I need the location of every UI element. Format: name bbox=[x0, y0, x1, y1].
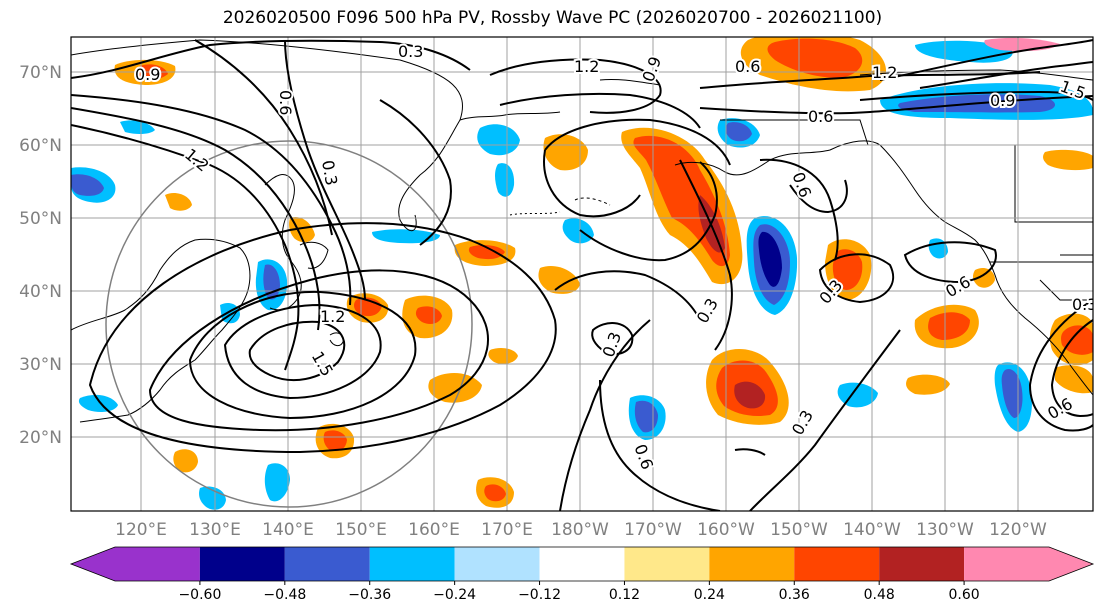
lat-label: 30°N bbox=[19, 355, 62, 375]
lat-label: 20°N bbox=[19, 428, 62, 448]
lon-label: 170°W bbox=[624, 520, 682, 540]
lon-label: 120°E bbox=[115, 520, 167, 540]
lon-label: 130°W bbox=[916, 520, 974, 540]
pv-contours bbox=[71, 39, 1093, 511]
contour-label: 0.3 bbox=[1072, 295, 1097, 314]
lon-label: 140°W bbox=[843, 520, 901, 540]
map-frame bbox=[70, 36, 1094, 512]
graticule bbox=[71, 37, 1093, 511]
colorbar-tick-label: −0.48 bbox=[263, 587, 306, 603]
contour-label: 0.9 bbox=[990, 91, 1015, 110]
colorbar: −0.60 −0.48 −0.36 −0.24 −0.12 0.12 0.24 0.36 0.4… bbox=[69, 546, 1095, 603]
colorbar-segment bbox=[539, 547, 625, 581]
contour-label: 1.2 bbox=[320, 307, 345, 326]
contour-label: 1.2 bbox=[574, 57, 599, 76]
colorbar-outline bbox=[69, 546, 1095, 582]
lat-label: 50°N bbox=[19, 209, 62, 229]
lon-label: 140°E bbox=[262, 520, 314, 540]
coastlines bbox=[71, 39, 1093, 423]
longitude-labels: 120°E 130°E 140°E 150°E 160°E 170°E 180°… bbox=[115, 520, 1047, 540]
contour-label: 1.2 bbox=[872, 63, 897, 82]
lon-label: 150°W bbox=[770, 520, 828, 540]
colorbar-extend-min bbox=[71, 547, 115, 581]
lon-label: 120°W bbox=[989, 520, 1047, 540]
colorbar-tick-label: −0.60 bbox=[178, 587, 221, 603]
colorbar-segment bbox=[794, 547, 880, 581]
colorbar-segment bbox=[199, 547, 285, 581]
colorbar-segment bbox=[709, 547, 795, 581]
contour-label: 0.6 bbox=[276, 90, 295, 115]
plot-title: 2026020500 F096 500 hPa PV, Rossby Wave … bbox=[222, 8, 883, 28]
colorbar-extend-max bbox=[1049, 547, 1093, 581]
contour-label: 0.9 bbox=[135, 65, 160, 84]
contour-label: 0.6 bbox=[808, 107, 833, 126]
lat-label: 70°N bbox=[19, 63, 62, 83]
pv-anomaly-shading bbox=[71, 37, 1093, 510]
colorbar-tick-label: −0.36 bbox=[348, 587, 391, 603]
colorbar-segment bbox=[454, 547, 540, 581]
colorbar-segment bbox=[964, 547, 1049, 581]
colorbar-tick-label: 0.12 bbox=[609, 587, 640, 603]
lon-label: 160°E bbox=[408, 520, 460, 540]
colorbar-segment bbox=[624, 547, 710, 581]
lon-label: 180°W bbox=[551, 520, 609, 540]
colorbar-segment bbox=[284, 547, 370, 581]
lon-label: 150°E bbox=[335, 520, 387, 540]
latitude-labels: 70°N 60°N 50°N 40°N 30°N 20°N bbox=[19, 63, 62, 448]
colorbar-segment bbox=[115, 547, 200, 581]
colorbar-tick-label: −0.12 bbox=[518, 587, 561, 603]
contour-label: 0.6 bbox=[735, 57, 760, 76]
lon-label: 160°W bbox=[697, 520, 755, 540]
colorbar-tick-label: 0.36 bbox=[779, 587, 810, 603]
colorbar-tick-label: 0.60 bbox=[949, 587, 980, 603]
colorbar-tick-label: 0.48 bbox=[864, 587, 895, 603]
colorbar-segment bbox=[879, 547, 965, 581]
negative-anomaly-core bbox=[758, 231, 782, 287]
colorbar-segment bbox=[369, 547, 455, 581]
contour-label: 0.3 bbox=[398, 42, 423, 61]
lon-label: 170°E bbox=[481, 520, 533, 540]
lon-label: 130°E bbox=[189, 520, 241, 540]
colorbar-tick-label: −0.24 bbox=[433, 587, 476, 603]
colorbar-tick-label: 0.24 bbox=[694, 587, 725, 603]
reference-circle bbox=[105, 140, 473, 508]
lat-label: 60°N bbox=[19, 136, 62, 156]
lat-label: 40°N bbox=[19, 282, 62, 302]
